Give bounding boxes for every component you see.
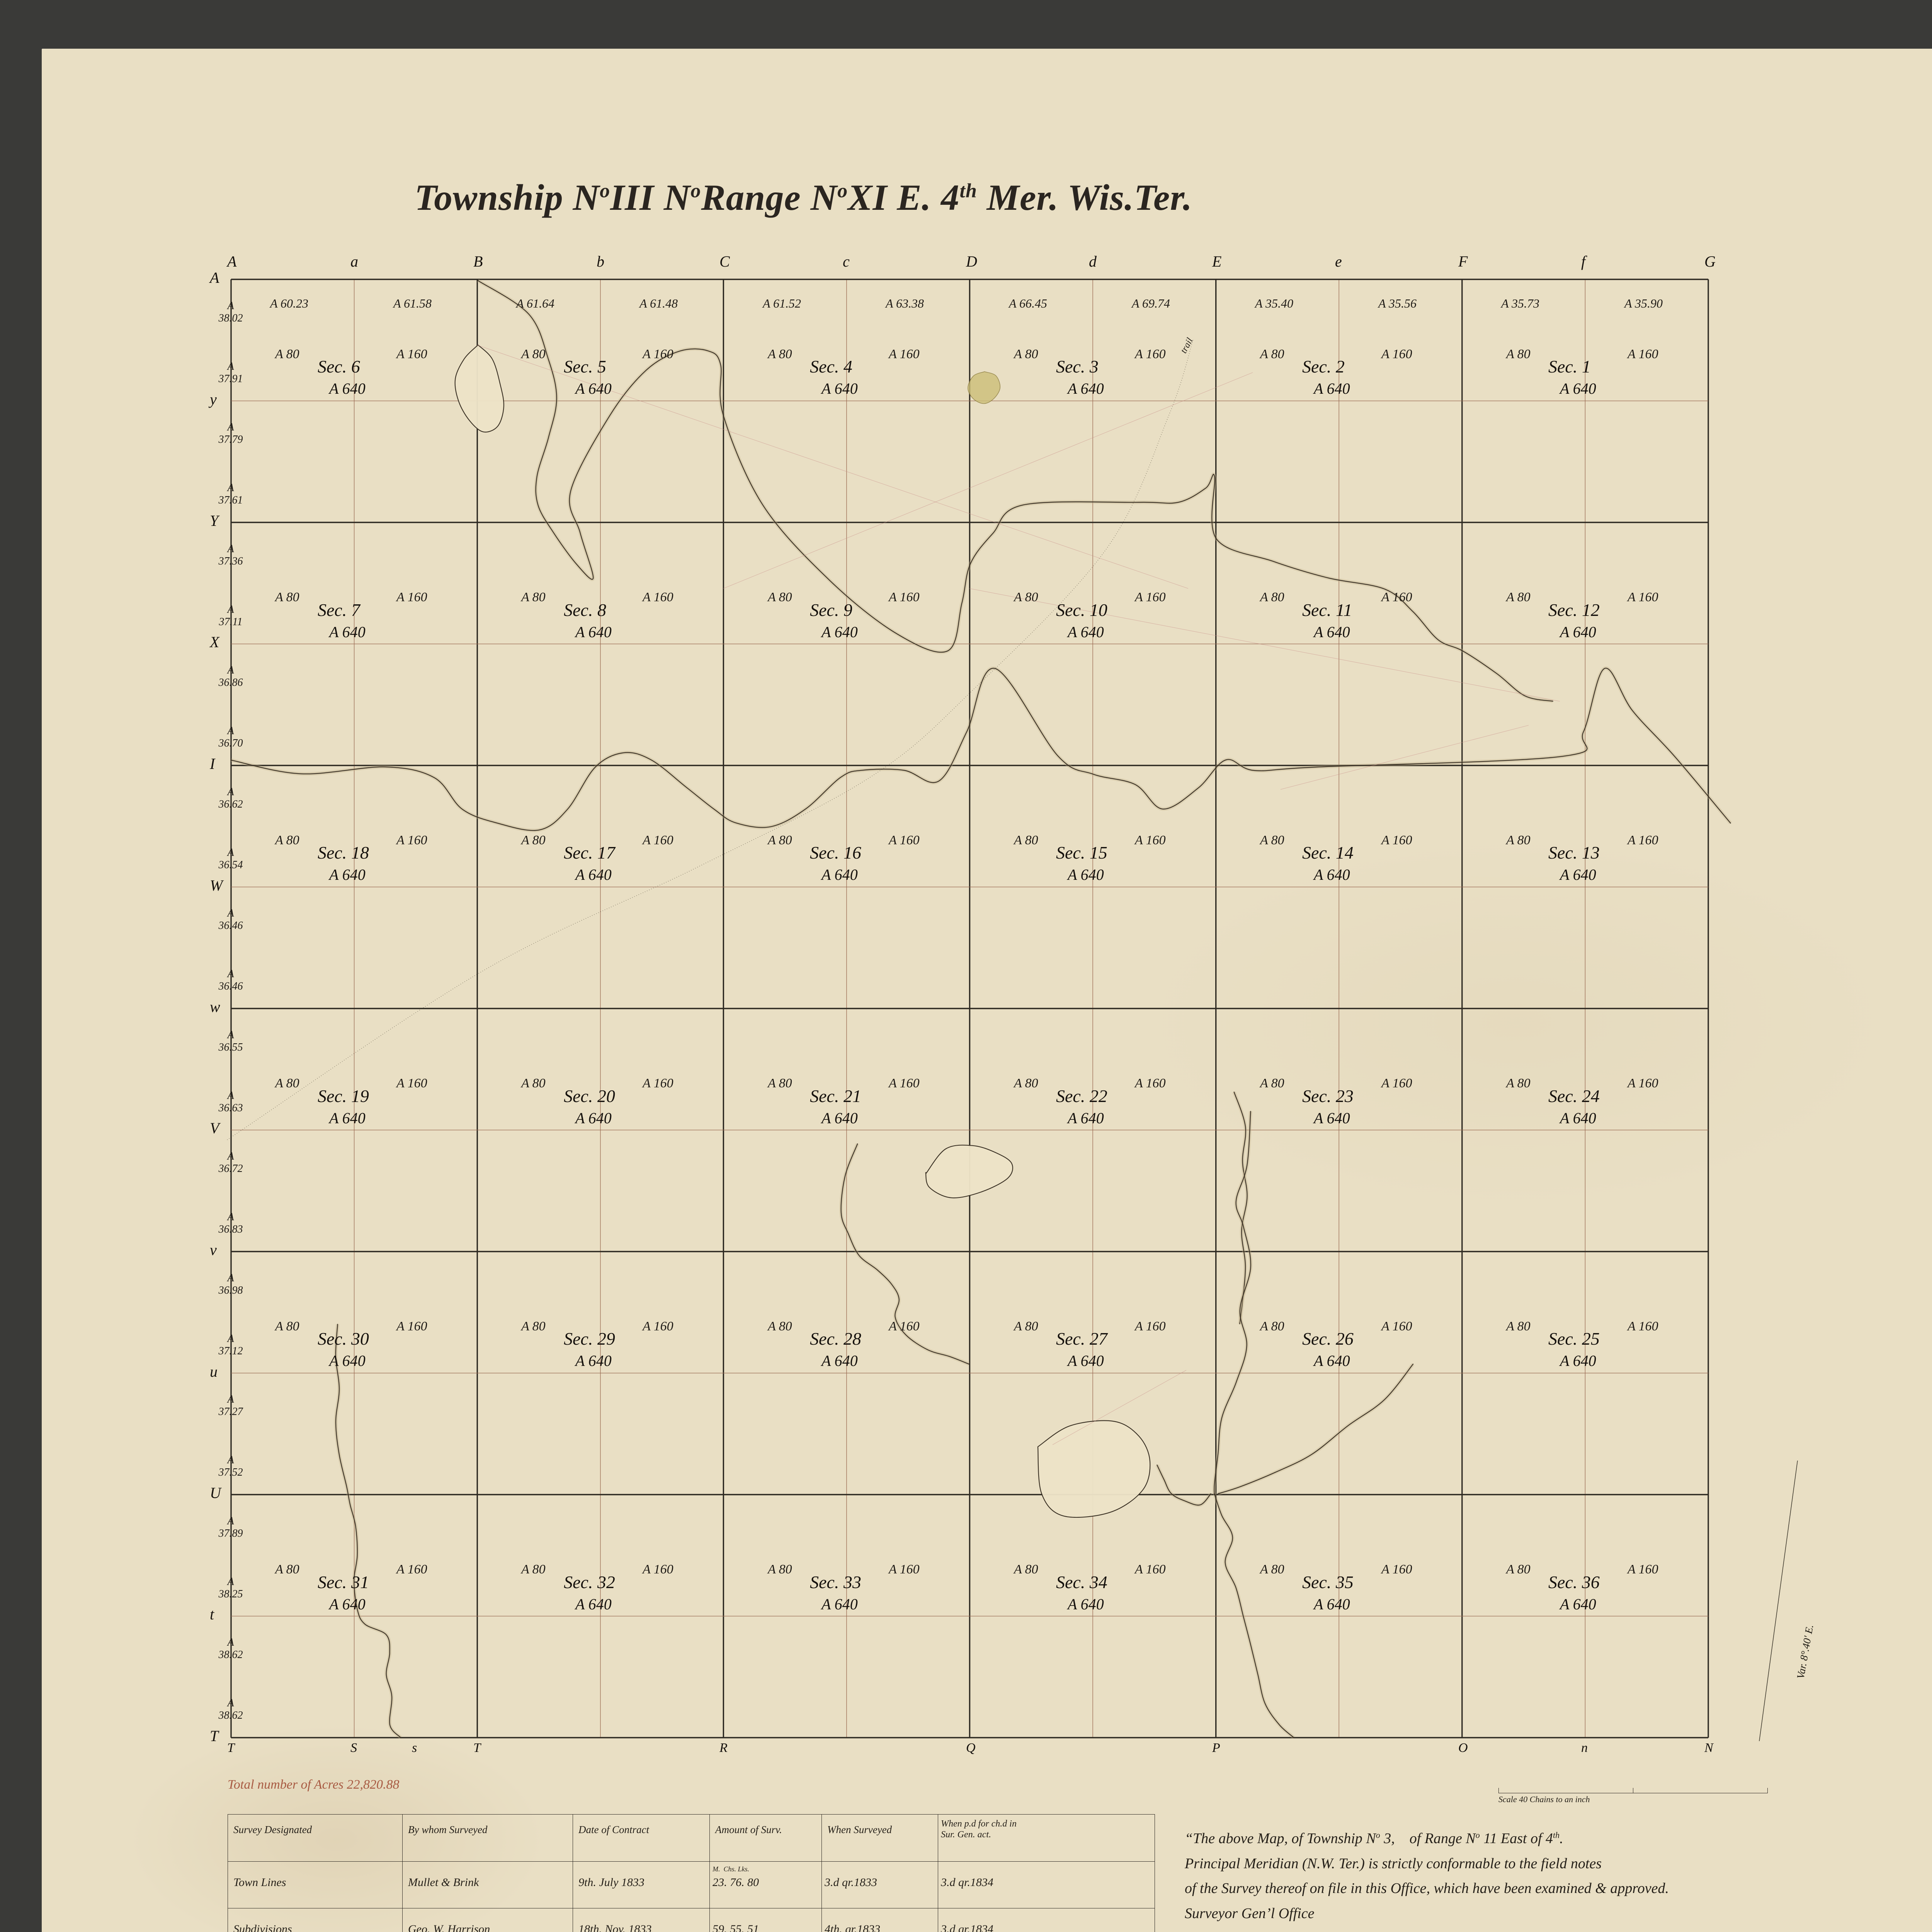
svg-text:trail: trail — [1179, 336, 1195, 355]
svg-text:Var. 8°.40' E.: Var. 8°.40' E. — [1794, 1624, 1815, 1680]
